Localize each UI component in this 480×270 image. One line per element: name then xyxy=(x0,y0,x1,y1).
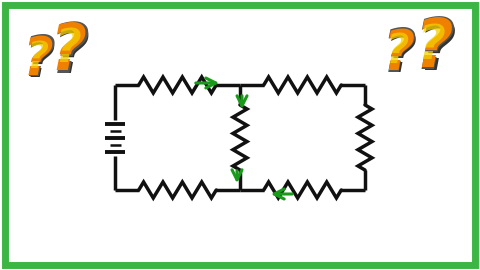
Text: ?: ? xyxy=(414,15,452,81)
Text: ?: ? xyxy=(417,18,455,84)
Text: ?: ? xyxy=(52,24,89,86)
Text: ?: ? xyxy=(418,22,446,69)
Text: ?: ? xyxy=(49,20,89,87)
Text: ?: ? xyxy=(23,34,53,86)
Text: ?: ? xyxy=(23,34,56,89)
Text: ?: ? xyxy=(385,32,409,72)
Text: ?: ? xyxy=(384,29,417,83)
Text: ?: ? xyxy=(382,27,414,81)
Text: ?: ? xyxy=(26,40,48,76)
Text: ?: ? xyxy=(382,26,417,85)
Text: ?: ? xyxy=(25,36,56,88)
Text: ?: ? xyxy=(49,21,86,83)
Text: ?: ? xyxy=(54,27,80,72)
Text: ?: ? xyxy=(414,15,456,84)
